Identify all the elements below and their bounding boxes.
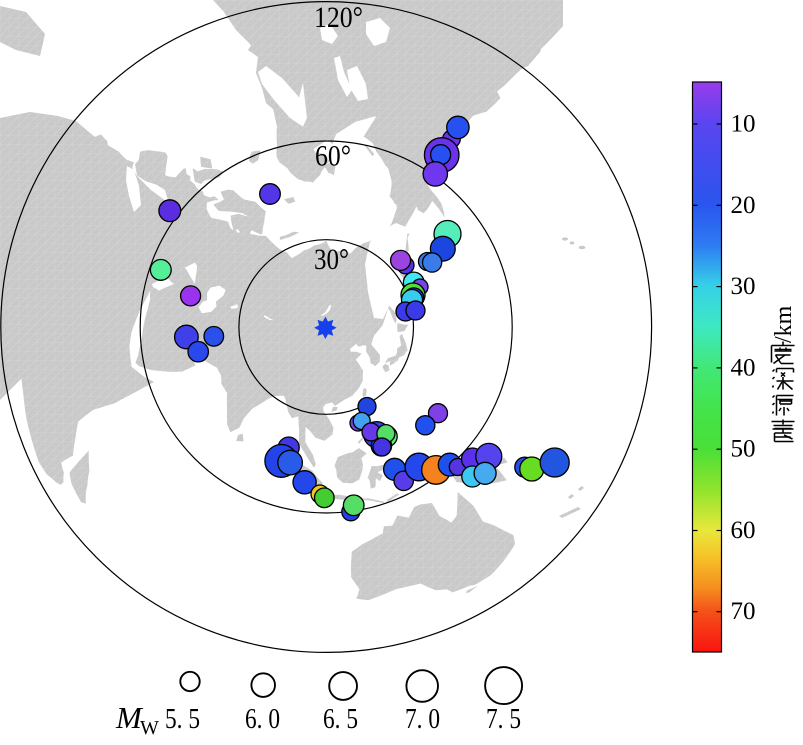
svg-text:/km: /km: [771, 305, 797, 343]
svg-text:W: W: [140, 717, 159, 739]
svg-text:M: M: [115, 700, 144, 735]
svg-text:60: 60: [731, 517, 756, 544]
svg-text:10: 10: [731, 111, 756, 138]
svg-text:60°: 60°: [315, 140, 351, 173]
svg-text:70: 70: [731, 598, 756, 625]
svg-text:7. 5: 7. 5: [486, 703, 521, 735]
svg-text:7. 0: 7. 0: [405, 703, 440, 735]
svg-text:30°: 30°: [314, 243, 349, 276]
svg-text:120°: 120°: [314, 1, 363, 34]
svg-text:40: 40: [731, 354, 756, 381]
svg-text:5. 5: 5. 5: [165, 703, 200, 735]
svg-text:50: 50: [731, 436, 756, 463]
svg-text:6. 5: 6. 5: [323, 703, 358, 735]
svg-text:6. 0: 6. 0: [245, 703, 280, 735]
svg-text:30: 30: [731, 273, 756, 300]
svg-text:20: 20: [731, 192, 756, 219]
